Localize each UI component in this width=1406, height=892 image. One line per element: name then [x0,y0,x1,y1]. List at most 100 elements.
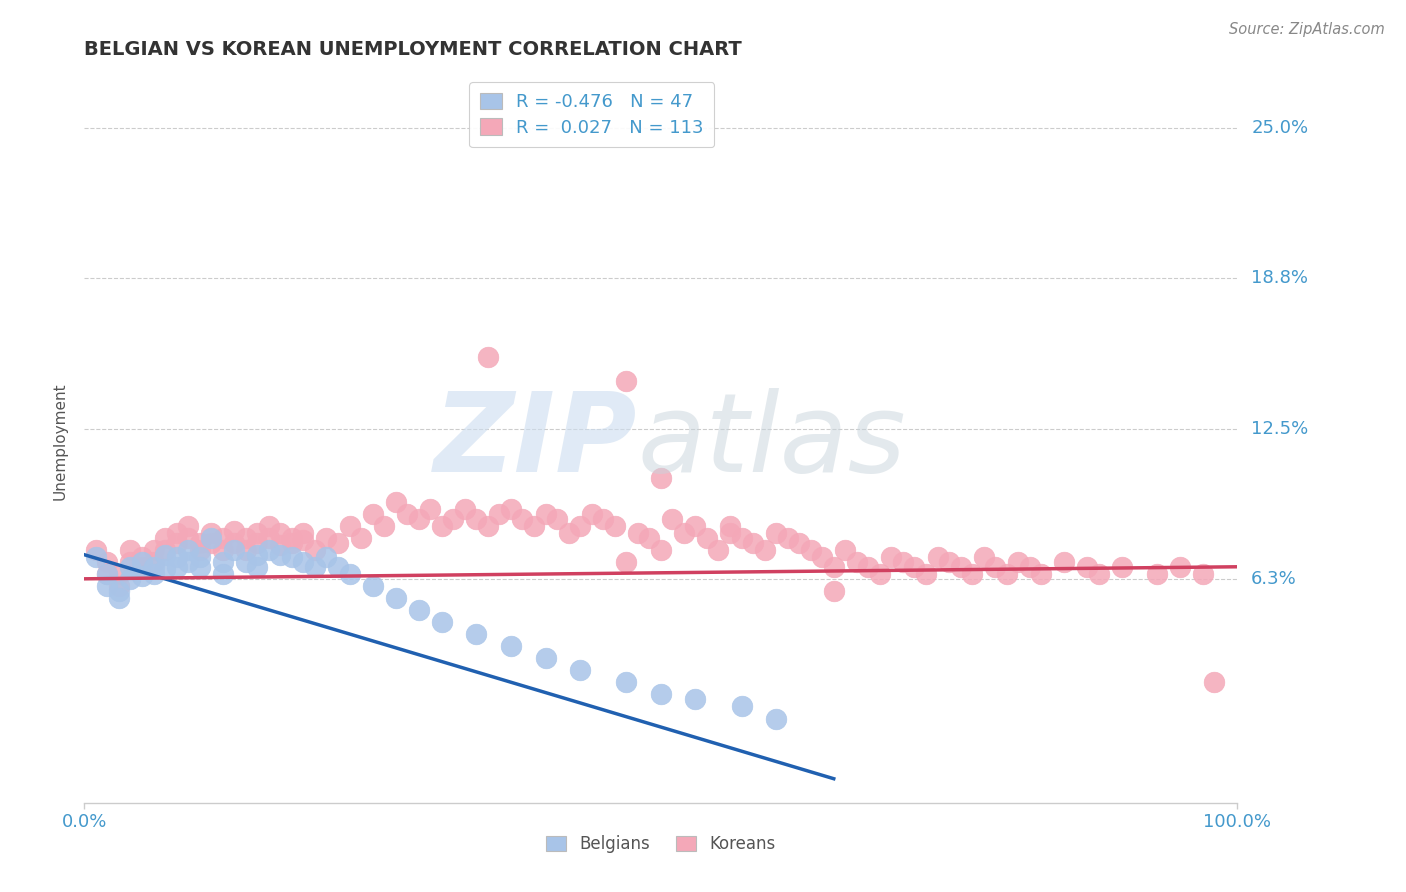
Point [281,550,304,565]
Point [891,555,914,569]
Point [960,567,983,582]
Point [384,591,406,606]
Point [84,550,107,565]
Point [153,542,176,557]
Text: 18.8%: 18.8% [1251,268,1308,286]
Point [927,550,949,565]
Point [120,555,142,569]
Point [235,555,257,569]
Point [765,712,787,726]
Point [339,518,361,533]
Point [361,507,384,521]
Point [1076,559,1098,574]
Point [235,531,257,545]
Point [650,542,672,557]
Point [419,502,441,516]
Point [304,542,326,557]
Point [142,542,165,557]
Point [787,535,810,549]
Point [131,559,153,574]
Point [650,471,672,485]
Point [131,555,153,569]
Point [672,526,695,541]
Point [1007,555,1029,569]
Point [153,531,176,545]
Point [373,518,395,533]
Point [949,559,972,574]
Point [281,535,304,549]
Point [211,555,233,569]
Point [614,375,637,389]
Point [281,531,304,545]
Point [408,511,430,525]
Point [858,559,880,574]
Point [384,494,406,508]
Point [269,538,291,552]
Point [938,555,960,569]
Text: atlas: atlas [638,388,907,495]
Point [292,526,315,541]
Point [995,567,1018,582]
Point [523,518,546,533]
Point [131,550,153,565]
Point [153,562,176,576]
Point [1053,555,1076,569]
Point [499,639,522,653]
Point [108,579,131,593]
Point [292,555,315,569]
Point [627,526,650,541]
Point [108,583,131,598]
Point [534,507,557,521]
Point [638,531,661,545]
Point [211,542,233,557]
Point [292,533,315,548]
Point [339,567,361,582]
Point [224,542,246,557]
Point [142,559,165,574]
Point [707,542,730,557]
Point [834,542,856,557]
Point [546,511,568,525]
Point [614,555,637,569]
Point [718,518,741,533]
Point [188,559,211,574]
Point [811,550,834,565]
Legend: Belgians, Koreans: Belgians, Koreans [540,828,782,860]
Point [200,535,222,549]
Point [166,559,188,574]
Point [246,535,269,549]
Point [754,542,776,557]
Point [108,591,131,606]
Point [603,518,626,533]
Point [1031,567,1053,582]
Point [454,502,477,516]
Point [569,518,592,533]
Point [177,518,200,533]
Point [269,526,291,541]
Point [1088,567,1111,582]
Point [1018,559,1040,574]
Point [512,511,534,525]
Point [177,555,200,569]
Point [845,555,868,569]
Point [177,531,200,545]
Point [1191,567,1213,582]
Point [120,542,142,557]
Point [257,518,280,533]
Point [441,511,464,525]
Point [499,502,522,516]
Point [96,567,118,582]
Point [823,583,845,598]
Point [120,572,142,586]
Point [142,555,165,569]
Text: 12.5%: 12.5% [1251,420,1309,439]
Point [177,542,200,557]
Point [396,507,419,521]
Point [973,550,995,565]
Text: ZIP: ZIP [434,388,638,495]
Point [246,526,269,541]
Point [465,511,488,525]
Point [200,531,222,545]
Point [823,559,845,574]
Point [188,542,211,557]
